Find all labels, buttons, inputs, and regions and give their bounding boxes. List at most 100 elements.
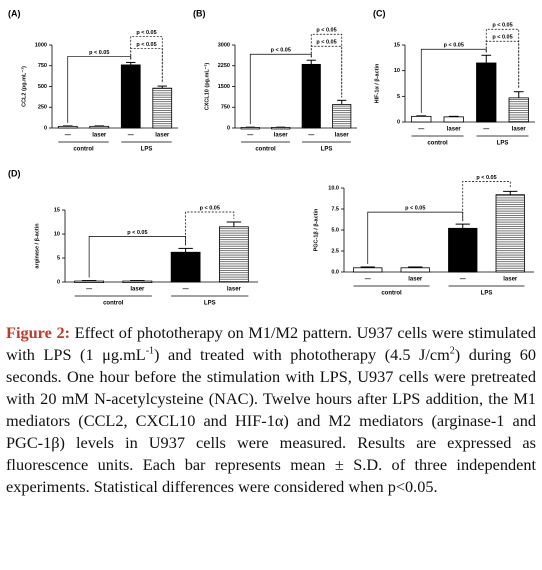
significance-label: p < 0.05 [444,43,464,49]
x-tick-label: — [183,287,189,293]
bar [57,125,78,129]
bar [120,64,141,129]
significance-bracket [185,211,235,246]
y-tick-label: 750 [221,105,230,111]
group-label: LPS [141,147,153,153]
x-tick-label: — [86,287,92,293]
x-tick-label: laser [92,133,107,139]
significance-label: p < 0.05 [136,42,156,48]
bar [495,194,525,273]
y-axis-label: CXCL10 (pg.mL⁻¹) [203,63,210,111]
bar [332,104,352,129]
group-label: LPS [204,301,216,307]
bar [218,226,249,283]
y-tick-label: 5 [397,94,400,100]
group-label: control [255,147,276,153]
significance-bracket [310,33,343,98]
y-tick-label: 2250 [218,63,230,69]
chart: (C) HIF-1α / β-actin 0 5 10 15 — laser — laser con… [373,8,535,147]
y-tick-label: 7.5 [331,206,339,212]
y-axis-label: arginase / β-actin [34,223,40,269]
x-tick-label: laser [447,127,462,133]
x-tick-label: — [418,127,424,133]
x-tick-label: laser [155,133,170,139]
caption: Figure 2: Effect of phototherapy on M1/M… [6,322,536,498]
bar [353,267,383,273]
caption-part: Effect of phototherapy on M1/M2 pattern.… [6,323,536,364]
bar [240,127,260,130]
bar [152,87,173,129]
y-tick-label: 10.0 [328,185,339,191]
significance-label: p < 0.05 [136,30,156,36]
x-tick-label: — [483,127,489,133]
x-tick-label: laser [408,277,423,283]
bar [89,125,110,129]
y-tick-label: 5.0 [331,227,339,233]
significance-label: p < 0.05 [316,28,336,34]
y-tick-label: 0 [227,125,230,131]
significance-label: p < 0.05 [127,230,147,236]
y-tick-label: 500 [38,84,47,90]
panel-label: (B) [193,8,206,18]
significance-bracket [130,36,163,84]
significance-label: p < 0.05 [492,23,512,29]
bar [508,97,529,123]
y-tick-label: 0 [44,125,47,131]
x-tick-label: laser [227,287,242,293]
significance-label: p < 0.05 [200,205,220,211]
y-tick-label: 10 [54,231,60,237]
x-tick-label: — [460,277,466,283]
significance-label: p < 0.05 [271,48,291,54]
y-tick-label: 15 [394,42,400,48]
bar [443,116,464,123]
significance-label: p < 0.05 [476,175,496,181]
significance-bracket [462,181,511,222]
bar [476,62,497,123]
group-label: LPS [497,141,509,147]
group-label: control [103,301,124,307]
y-tick-label: 1500 [218,84,230,90]
x-tick-label: laser [130,287,145,293]
chart: PGC-1β / β-actin 0.0 2.5 5.0 7.5 10.0 — laser — l… [313,175,534,297]
bar [170,251,201,283]
y-tick-label: 0 [57,279,60,285]
x-tick-label: — [247,133,253,139]
y-tick-label: 2.5 [331,248,339,254]
bar [74,280,105,283]
x-tick-label: — [65,133,71,139]
bar [448,227,478,273]
y-axis-label: HIF-1α / β-actin [374,63,380,103]
y-tick-label: 0.0 [331,269,339,275]
caption-part: ) during 60 seconds. One hour before the… [6,345,537,496]
caption-label: Figure 2: [6,323,71,342]
caption-part: ) and treated with phototherapy (4.5 J/c… [154,345,450,364]
bar [271,127,291,130]
x-tick-label: laser [512,127,527,133]
y-tick-label: 250 [38,105,47,111]
significance-bracket [485,28,520,89]
group-label: LPS [481,291,493,297]
group-label: control [381,291,402,297]
significance-label: p < 0.05 [405,206,425,212]
y-tick-label: 5 [57,255,60,261]
x-tick-label: laser [274,133,289,139]
y-tick-label: 15 [54,207,60,213]
y-tick-label: 3000 [218,42,230,48]
bar [301,63,321,129]
caption-text: Effect of phototherapy on M1/M2 pattern.… [6,323,536,496]
group-label: control [73,147,94,153]
bar [411,115,432,123]
significance-label: p < 0.05 [316,40,336,46]
x-tick-label: laser [335,133,350,139]
significance-label: p < 0.05 [89,50,109,56]
x-tick-label: — [128,133,134,139]
y-tick-label: 1000 [35,42,47,48]
superscript: 2 [449,345,455,357]
group-label: control [427,141,448,147]
y-tick-label: 10 [394,68,400,74]
panel-label: (C) [373,8,386,18]
significance-label: p < 0.05 [492,35,512,41]
panel-label: (D) [8,168,21,178]
bar [122,280,153,283]
